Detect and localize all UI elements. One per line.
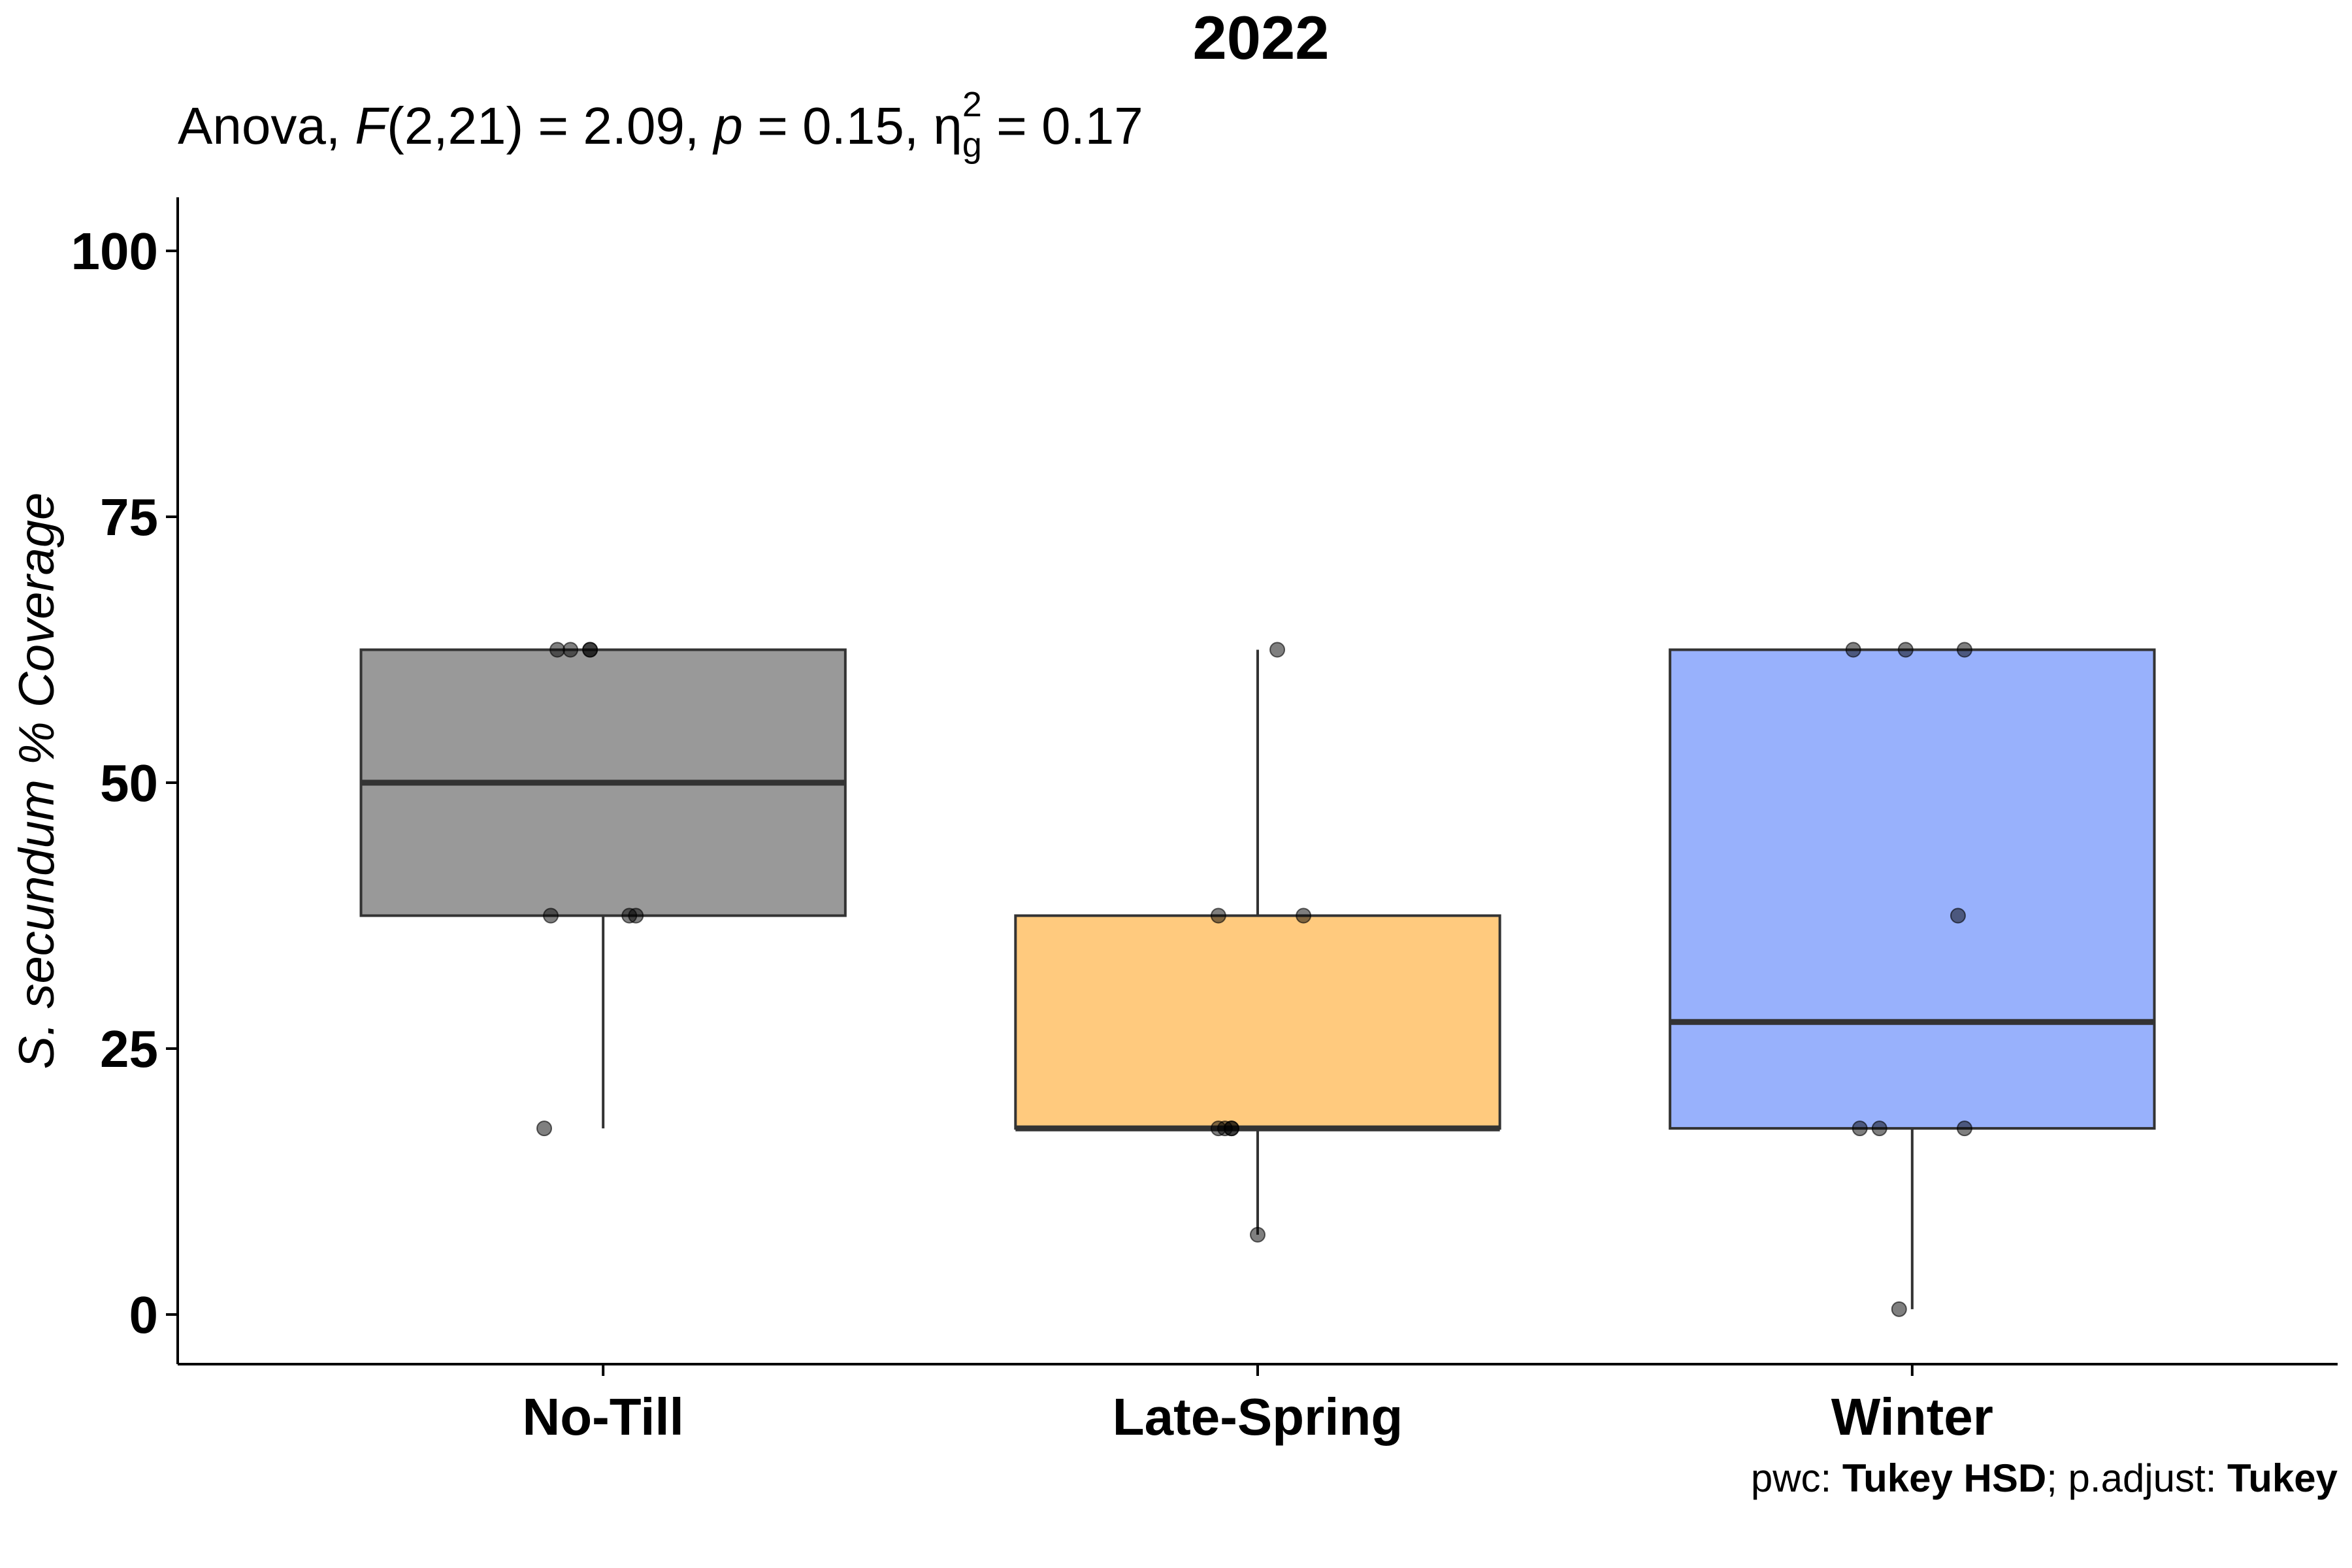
data-point [1950,907,1966,924]
x-tick-label: No-Till [522,1388,683,1446]
data-point [563,642,579,658]
box-body [1669,648,2156,1130]
y-tick-label: 50 [100,754,158,812]
chart-title: 2022 [1192,3,1329,72]
y-tick-label: 75 [100,488,158,546]
data-point [1852,1120,1868,1137]
box-body [1014,914,1501,1130]
points-layer [536,642,1972,1317]
x-tick-label: Winter [1831,1388,1993,1446]
data-point [1210,907,1226,924]
data-point [1269,642,1286,658]
chart-caption: pwc: Tukey HSD; p.adjust: Tukey [1751,1456,2338,1500]
data-point [1871,1120,1887,1137]
data-point [582,642,598,658]
data-point [1956,642,1972,658]
chart-subtitle: Anova, F(2,21) = 2.09, p = 0.15, ηg2 = 0… [178,85,1143,165]
x-ticks: No-Till Late-Spring Winter [522,1364,1993,1446]
box-winter [1669,648,2156,1309]
data-point [1897,642,1914,658]
data-point [1250,1226,1266,1243]
data-point [621,907,638,924]
data-point [543,907,559,924]
data-point [1891,1301,1907,1317]
data-point [549,642,566,658]
y-tick-label: 25 [100,1020,158,1078]
data-point [1223,1120,1239,1137]
data-point [1845,642,1861,658]
data-point [1296,907,1312,924]
box-no-till [359,648,847,1129]
x-tick-label: Late-Spring [1113,1388,1403,1446]
y-axis-label: S. secundum % Coverage [9,493,65,1070]
data-point [1956,1120,1972,1137]
data-point [536,1120,553,1137]
y-tick-label: 100 [71,222,158,280]
box-late-spring [1014,649,1501,1235]
y-ticks: 0 25 50 75 100 [71,222,178,1344]
y-tick-label: 0 [129,1286,159,1344]
boxes-layer [359,648,2156,1309]
